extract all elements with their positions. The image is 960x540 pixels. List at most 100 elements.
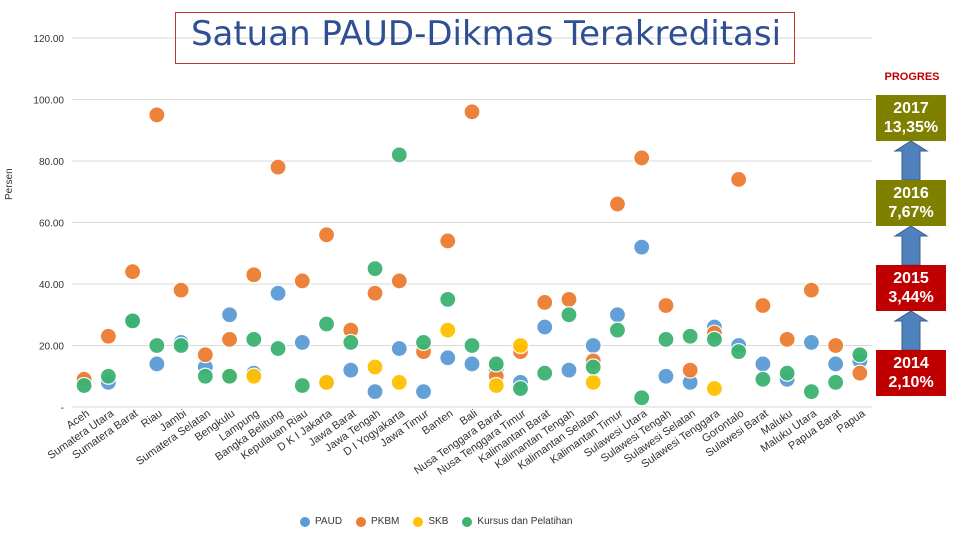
data-point	[827, 336, 845, 355]
legend-item: Kursus dan Pelatihan	[462, 516, 572, 527]
data-point	[681, 361, 699, 379]
data-point	[366, 284, 384, 302]
data-point	[414, 383, 433, 401]
progress-value: 7,67%	[888, 204, 934, 221]
y-tick-label: 80.00	[39, 157, 64, 168]
legend-item: SKB	[413, 516, 448, 527]
y-axis-label: Persen	[4, 168, 15, 200]
y-tick-label: 20.00	[39, 342, 64, 353]
legend-label: PKBM	[371, 516, 400, 527]
data-point	[245, 367, 263, 385]
data-point	[802, 383, 820, 401]
data-point	[560, 306, 578, 324]
progress-box: 2016 7,67%	[876, 180, 946, 226]
legend-marker	[356, 516, 367, 527]
data-point	[608, 306, 627, 324]
progress-value: 3,44%	[888, 289, 934, 306]
legend-item: PAUD	[300, 516, 342, 527]
progres-label: PROGRES	[884, 71, 940, 83]
data-point	[633, 149, 651, 167]
data-point	[439, 232, 457, 250]
data-point	[754, 355, 772, 373]
data-point	[633, 238, 651, 256]
data-point	[439, 321, 457, 339]
data-point	[220, 367, 239, 385]
data-point	[390, 146, 408, 164]
data-point	[390, 272, 408, 290]
legend: PAUD PKBM SKB Kursus dan Pelatihan	[300, 516, 572, 527]
data-point	[124, 263, 142, 281]
data-point	[366, 383, 384, 401]
progress-year: 2016	[893, 185, 929, 202]
x-tick-label: Papua	[835, 407, 869, 436]
data-point	[633, 389, 651, 407]
legend-marker	[413, 516, 424, 527]
data-point	[293, 272, 311, 290]
data-point	[220, 330, 239, 348]
data-point	[511, 336, 530, 355]
data-point	[172, 281, 190, 299]
data-point	[269, 158, 287, 176]
data-point	[608, 321, 627, 339]
title-border	[175, 12, 795, 64]
data-point	[99, 327, 117, 345]
data-point	[730, 170, 748, 189]
data-point	[148, 336, 166, 355]
up-arrow-icon	[893, 225, 929, 266]
progress-value: 2,10%	[888, 374, 934, 391]
up-arrow-icon	[893, 140, 929, 181]
y-tick-label: 100.00	[33, 96, 64, 107]
data-point	[487, 355, 505, 373]
data-point	[293, 333, 311, 352]
data-point	[293, 376, 311, 395]
data-point	[584, 373, 602, 391]
data-point	[269, 339, 287, 358]
legend-marker	[462, 516, 473, 527]
data-point	[851, 364, 869, 382]
data-point	[439, 290, 457, 308]
legend-label: Kursus dan Pelatihan	[477, 516, 573, 527]
up-arrow-icon	[893, 310, 929, 351]
data-point	[560, 361, 578, 379]
data-point	[657, 296, 675, 315]
legend-label: SKB	[428, 516, 449, 527]
data-point	[802, 333, 820, 352]
data-point	[366, 358, 384, 376]
data-point	[463, 103, 481, 121]
progress-box: 2015 3,44%	[876, 265, 946, 311]
legend-item: PKBM	[356, 516, 399, 527]
data-point	[608, 195, 627, 213]
chart-title: Satuan PAUD-Dikmas Terakreditasi	[190, 14, 782, 54]
progress-value: 13,35%	[883, 119, 939, 136]
data-point	[730, 343, 748, 361]
progress-year: 2017	[893, 100, 929, 117]
data-point	[366, 260, 384, 278]
data-point	[220, 306, 239, 324]
data-point	[536, 318, 554, 336]
data-point	[317, 226, 336, 244]
data-point	[657, 367, 675, 385]
progress-box: 2014 2,10%	[876, 350, 946, 396]
data-point	[754, 370, 772, 388]
data-point	[827, 355, 845, 373]
data-point	[584, 336, 602, 355]
data-point	[851, 346, 869, 364]
data-point	[99, 367, 117, 385]
data-point	[754, 296, 772, 315]
data-point	[681, 327, 699, 345]
data-point	[124, 312, 142, 330]
data-point	[584, 358, 602, 376]
data-point	[463, 355, 481, 373]
progress-box: 2017 13,35%	[876, 95, 946, 141]
data-point	[657, 330, 675, 348]
data-point	[487, 376, 505, 395]
y-tick-label: 120.00	[33, 34, 64, 45]
data-point	[439, 349, 457, 367]
data-point	[511, 379, 530, 398]
y-tick-label: 40.00	[39, 280, 64, 291]
y-tick-label: 60.00	[39, 219, 64, 230]
data-point	[390, 373, 408, 391]
data-point	[342, 361, 360, 379]
y-tick-label: -	[61, 403, 64, 414]
